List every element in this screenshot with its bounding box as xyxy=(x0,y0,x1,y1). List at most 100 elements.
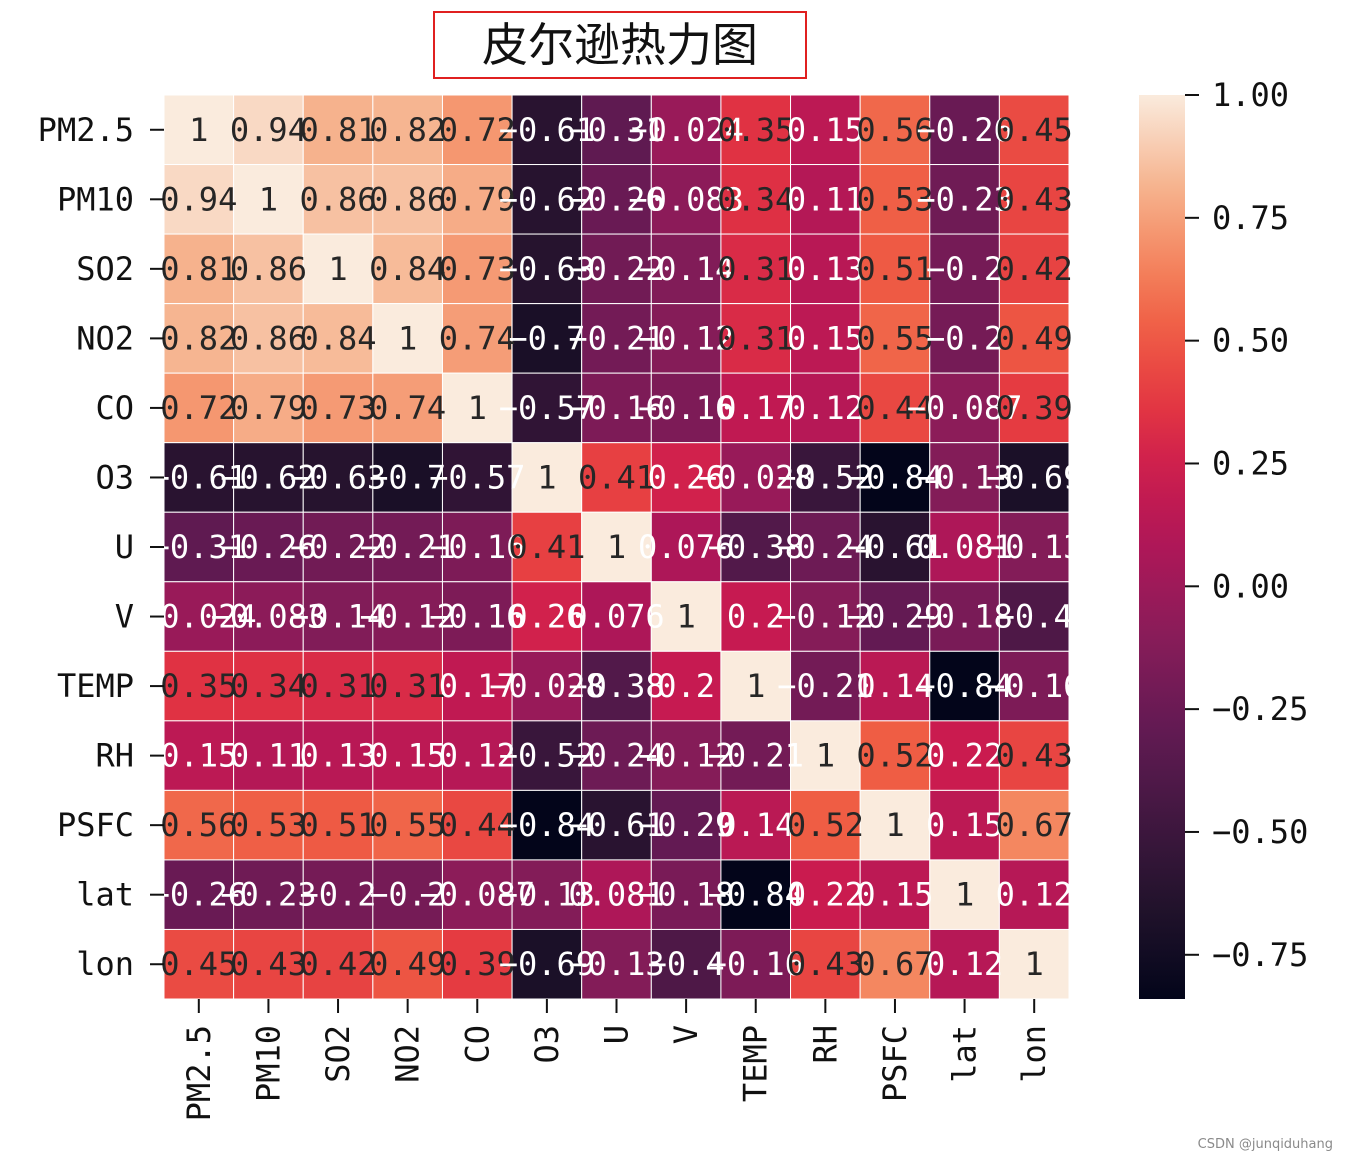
heatmap-cell xyxy=(233,94,304,166)
cell-value-label: 0.13 xyxy=(300,737,377,775)
cell-value-label: 0.076 xyxy=(568,598,664,636)
cell-value-label: 0.15 xyxy=(369,737,446,775)
heatmap-cell xyxy=(859,859,931,930)
cell-value-label: 0.11 xyxy=(230,737,307,775)
cell-value-label: −0.69 xyxy=(986,458,1082,496)
cell-value-label: −0.028 xyxy=(698,458,814,496)
cell-value-label: 0.2 xyxy=(727,598,785,636)
heatmap-cell xyxy=(859,511,931,583)
cell-value-label: −0.083 xyxy=(628,180,744,218)
cell-value-label: 0.74 xyxy=(369,389,446,427)
cell-value-label: 0.51 xyxy=(856,250,933,288)
cell-value-label: −0.16 xyxy=(708,945,804,983)
cell-value-label: 0.49 xyxy=(369,945,446,983)
cell-value-label: −0.16 xyxy=(638,389,734,427)
cell-value-label: 0.53 xyxy=(230,806,307,844)
heatmap-cell xyxy=(233,789,304,861)
cell-value-label: −0.62 xyxy=(220,458,316,496)
heatmap-cell xyxy=(511,859,583,930)
heatmap-cell xyxy=(650,164,722,235)
cell-value-label: 0.14 xyxy=(717,806,794,844)
cell-value-label: 1 xyxy=(468,389,487,427)
heatmap-cell xyxy=(163,511,235,583)
cell-value-label: 0.55 xyxy=(856,319,933,357)
cell-value-label: −0.4 xyxy=(996,598,1073,636)
y-tick-label: RH xyxy=(95,737,134,775)
heatmap-cell xyxy=(511,581,583,652)
y-tick-label: lon xyxy=(76,945,134,983)
heatmap-cell xyxy=(720,720,792,791)
cell-value-label: −0.024 xyxy=(628,111,744,149)
cell-value-label: 0.44 xyxy=(439,806,516,844)
cell-value-label: −0.84 xyxy=(499,806,595,844)
heatmap-cell xyxy=(720,372,792,444)
cell-value-label: 0.081 xyxy=(916,528,1012,566)
heatmap-cell xyxy=(929,442,1000,513)
heatmap-cell xyxy=(302,859,374,930)
heatmap-cell xyxy=(302,94,374,166)
cell-value-label: 0.42 xyxy=(996,250,1073,288)
heatmap-cell xyxy=(302,511,374,583)
heatmap-cell xyxy=(581,372,652,444)
cell-value-label: 0.72 xyxy=(439,111,516,149)
heatmap-cell xyxy=(650,928,722,1000)
cell-value-label: 0.86 xyxy=(300,180,377,218)
heatmap-cell xyxy=(929,94,1000,166)
heatmap-cell xyxy=(998,233,1070,305)
heatmap-cell xyxy=(650,859,722,930)
cell-value-label: −0.31 xyxy=(151,528,247,566)
colorbar-tick-label: −0.50 xyxy=(1212,813,1308,851)
cell-value-label: −0.84 xyxy=(916,667,1012,705)
heatmap-cell xyxy=(720,859,792,930)
cell-value-label: 0.86 xyxy=(369,180,446,218)
heatmap-cell xyxy=(998,581,1070,652)
cell-value-label: 0.34 xyxy=(230,667,307,705)
y-tick-label: TEMP xyxy=(57,667,134,705)
cell-value-label: 0.43 xyxy=(230,945,307,983)
cell-value-label: 0.49 xyxy=(996,319,1073,357)
y-tick-label: PM10 xyxy=(57,180,134,218)
heatmap-cell xyxy=(441,859,513,930)
cell-value-label: 0.31 xyxy=(717,319,794,357)
cell-value-label: −0.21 xyxy=(708,737,804,775)
heatmap-cell xyxy=(233,372,304,444)
heatmap-cell xyxy=(998,372,1070,444)
cell-value-label: 0.15 xyxy=(926,806,1003,844)
cell-value-label: −0.13 xyxy=(568,945,664,983)
cell-value-label: 0.15 xyxy=(160,737,237,775)
cell-value-label: −0.23 xyxy=(916,180,1012,218)
cell-value-label: 0.94 xyxy=(230,111,307,149)
cell-value-label: 0.39 xyxy=(996,389,1073,427)
heatmap-cells xyxy=(163,94,1070,1000)
cell-value-label: −0.12 xyxy=(638,737,734,775)
cell-value-label: 0.81 xyxy=(160,250,237,288)
cell-value-label: −0.2 xyxy=(300,876,377,914)
cell-value-label: 0.41 xyxy=(578,458,655,496)
cell-value-label: −0.22 xyxy=(568,250,664,288)
heatmap-cell xyxy=(302,650,374,722)
y-tick-label: SO2 xyxy=(76,250,134,288)
cell-value-label: −0.31 xyxy=(568,111,664,149)
heatmap-cell xyxy=(302,720,374,791)
cell-value-label: −0.26 xyxy=(151,876,247,914)
x-tick-label: PSFC xyxy=(876,1025,914,1102)
cell-value-label: 0.56 xyxy=(160,806,237,844)
heatmap-cell xyxy=(790,442,861,513)
heatmap-cell xyxy=(581,303,652,374)
heatmap-cell xyxy=(581,720,652,791)
heatmap-cell xyxy=(302,372,374,444)
y-axis: PM2.5 PM10 SO2 NO2 CO O3 UV TEMP RH PSFC lat lon xyxy=(38,111,164,983)
y-tick-label: O3 xyxy=(95,458,134,496)
heatmap-cell xyxy=(790,303,861,374)
heatmap-cell xyxy=(372,720,443,791)
heatmap-cell xyxy=(302,303,374,374)
heatmap-cell xyxy=(929,859,1000,930)
cell-value-label: 0.82 xyxy=(369,111,446,149)
heatmap-cell xyxy=(929,303,1000,374)
cell-value-label: 1 xyxy=(746,667,765,705)
heatmap-cell xyxy=(929,720,1000,791)
colorbar-tick-label: 0.25 xyxy=(1212,444,1289,482)
heatmap-cell xyxy=(372,442,443,513)
heatmap-cell xyxy=(790,511,861,583)
